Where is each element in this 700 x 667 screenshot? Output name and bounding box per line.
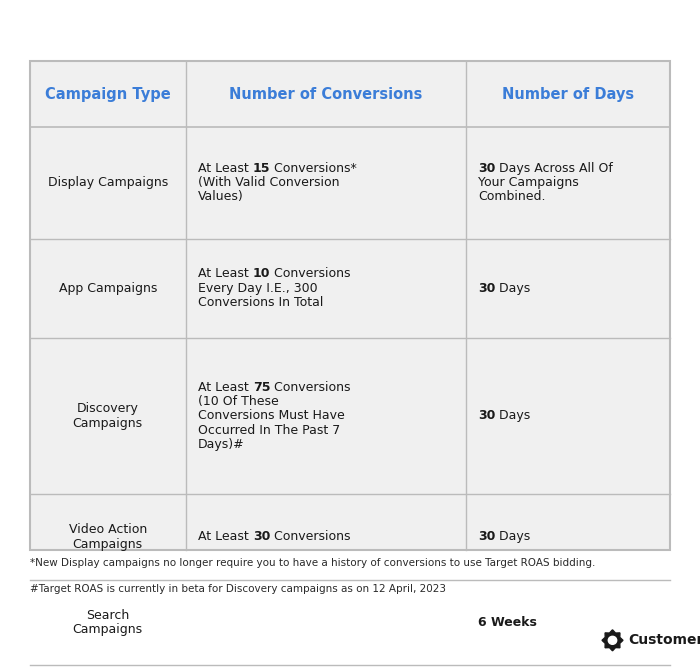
Text: 10: 10 [253,267,270,280]
Text: Values): Values) [198,191,244,203]
Text: App Campaigns: App Campaigns [59,281,157,295]
Text: Days: Days [496,410,531,422]
Text: Days: Days [496,281,531,295]
Text: Display Campaigns: Display Campaigns [48,176,168,189]
Text: Campaigns: Campaigns [73,623,143,636]
Text: 30: 30 [478,281,496,295]
Text: 30: 30 [478,530,496,544]
Text: 30: 30 [478,162,496,175]
Text: Conversions: Conversions [270,381,351,394]
Text: Every Day I.E., 300: Every Day I.E., 300 [198,281,318,295]
Bar [30,61,670,550]
Text: At Least: At Least [198,530,253,544]
Text: Days Across All Of: Days Across All Of [496,162,613,175]
Text: CustomerLabs: CustomerLabs [628,634,700,647]
Text: (10 Of These: (10 Of These [198,395,279,408]
Text: 75: 75 [253,381,270,394]
Text: #Target ROAS is currently in beta for Discovery campaigns as on 12 April, 2023: #Target ROAS is currently in beta for Di… [30,584,446,594]
Text: Campaigns: Campaigns [73,538,143,551]
Text: Your Campaigns: Your Campaigns [478,176,579,189]
Text: At Least: At Least [198,267,253,280]
Text: Occurred In The Past 7: Occurred In The Past 7 [198,424,340,437]
Text: Number of Days: Number of Days [502,87,634,101]
Text: At Least: At Least [198,162,253,175]
Text: Days)#: Days)# [198,438,245,451]
Text: Search: Search [86,608,130,622]
Text: Conversions*: Conversions* [270,162,357,175]
Text: Conversions In Total: Conversions In Total [198,296,323,309]
Polygon shape [602,630,623,651]
Text: Discovery: Discovery [77,402,139,415]
Text: 15: 15 [253,162,270,175]
Text: (With Valid Conversion: (With Valid Conversion [198,176,340,189]
Text: *New Display campaigns no longer require you to have a history of conversions to: *New Display campaigns no longer require… [30,558,596,568]
Text: At Least: At Least [198,381,253,394]
Text: 30: 30 [478,410,496,422]
Text: 30: 30 [253,530,270,544]
Text: Video Action: Video Action [69,523,147,536]
Text: Campaigns: Campaigns [73,417,143,430]
Text: Campaign Type: Campaign Type [45,87,171,101]
Circle shape [608,636,617,644]
Text: Conversions: Conversions [270,530,351,544]
Text: Number of Conversions: Number of Conversions [229,87,422,101]
Text: Conversions Must Have: Conversions Must Have [198,410,345,422]
Text: Conversions: Conversions [270,267,351,280]
Text: Days: Days [496,530,531,544]
Text: 6 Weeks: 6 Weeks [478,616,537,629]
Text: Combined.: Combined. [478,191,545,203]
